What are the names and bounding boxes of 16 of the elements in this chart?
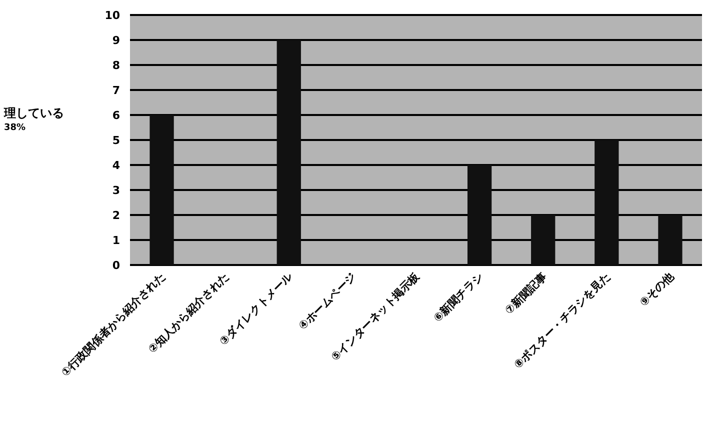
y-tick-label: 3 bbox=[112, 184, 120, 197]
y-tick-label: 8 bbox=[112, 59, 120, 72]
y-tick-label: 6 bbox=[112, 109, 120, 122]
y-tick-label: 0 bbox=[112, 259, 120, 272]
text: 38% bbox=[4, 123, 26, 133]
x-tick-label: ⑦新聞記事 bbox=[502, 270, 550, 317]
y-tick-label: 5 bbox=[112, 134, 120, 147]
y-tick-label: 4 bbox=[112, 159, 120, 172]
y-tick-label: 1 bbox=[112, 234, 120, 247]
y-tick-label: 10 bbox=[104, 9, 120, 22]
x-tick-label: ⑥新聞チラシ bbox=[431, 270, 486, 325]
text: 理している bbox=[3, 106, 64, 120]
y-tick-label: 7 bbox=[112, 84, 120, 97]
y-tick-label: 2 bbox=[112, 209, 120, 222]
x-tick-label: ⑨その他 bbox=[637, 269, 678, 310]
y-tick-label: 9 bbox=[112, 34, 120, 47]
